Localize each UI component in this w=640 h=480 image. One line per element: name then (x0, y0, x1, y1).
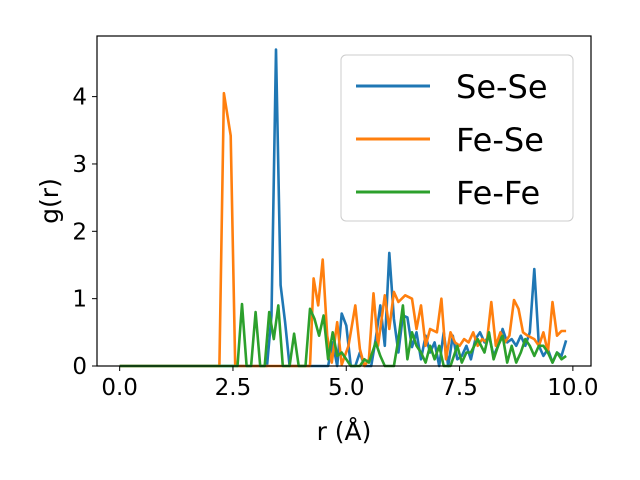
y-tick-label: 4 (72, 85, 87, 111)
x-tick-label: 2.5 (215, 375, 252, 401)
legend-label: Se-Se (456, 68, 548, 106)
y-tick-label: 2 (72, 219, 87, 245)
y-axis-ticks: 0 1 2 3 4 (72, 85, 97, 380)
x-axis-label: r (Å) (317, 417, 372, 446)
x-tick-label: 5.0 (328, 375, 365, 401)
series-line-se-se (119, 48, 568, 368)
x-tick-label: 7.5 (441, 375, 478, 401)
legend-box (340, 54, 574, 222)
axes-frame (96, 35, 592, 367)
legend-label: Fe-Se (456, 121, 544, 159)
legend: Se-Se Fe-Se Fe-Fe (340, 54, 574, 222)
x-tick-label: 10.0 (547, 375, 598, 401)
y-tick-label: 3 (72, 152, 87, 178)
legend-label: Fe-Fe (456, 174, 540, 212)
x-tick-label: 0.0 (101, 375, 138, 401)
y-axis-label: g(r) (35, 178, 64, 224)
y-tick-label: 0 (72, 354, 87, 380)
y-tick-label: 1 (72, 287, 87, 313)
x-axis-ticks: 0.0 2.5 5.0 7.5 10.0 (101, 366, 598, 401)
